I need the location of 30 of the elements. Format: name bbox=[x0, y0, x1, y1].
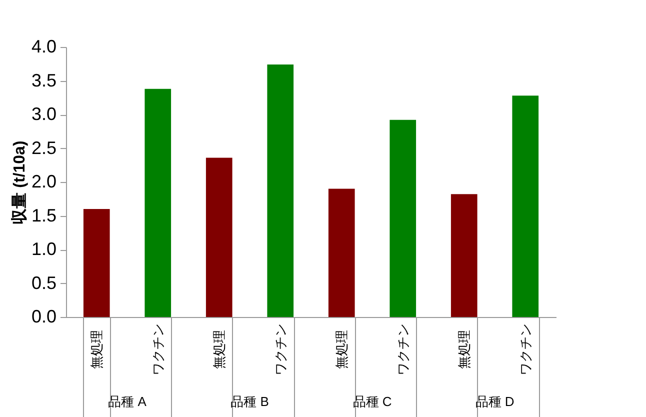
text: 品種 D bbox=[475, 394, 514, 409]
y-tick-label: 1.5 bbox=[31, 205, 56, 226]
bar bbox=[206, 158, 232, 317]
x-tick-label: 無処理 bbox=[456, 330, 472, 369]
x-tick-label: ワクチン bbox=[272, 324, 288, 376]
y-tick-label: 1.0 bbox=[31, 239, 56, 259]
y-tick-label: 2.5 bbox=[31, 138, 56, 158]
x-tick-label: 無処理 bbox=[334, 330, 350, 369]
bar bbox=[144, 88, 172, 317]
y-tick-label: 2.0 bbox=[31, 172, 56, 192]
x-tick-label: 無処理 bbox=[89, 330, 104, 369]
x-tick-label: ワクチン bbox=[518, 324, 533, 376]
bar bbox=[512, 96, 539, 317]
x-tick-label: ワクチン bbox=[150, 324, 166, 376]
y-tick-label: 0.5 bbox=[31, 272, 56, 293]
text: 品種 B bbox=[230, 394, 269, 409]
x-tick-label: 無処理 bbox=[212, 330, 227, 369]
y-tick-label: 3.0 bbox=[31, 104, 56, 124]
y-tick-label: 4.0 bbox=[31, 36, 56, 56]
bar bbox=[267, 64, 294, 317]
bar bbox=[390, 120, 416, 317]
y-axis-title: 収量 (t/10a) bbox=[10, 140, 28, 224]
text: 品種 C bbox=[352, 394, 392, 409]
y-tick-label: 3.5 bbox=[31, 70, 56, 90]
bar bbox=[450, 194, 478, 317]
x-tick-label: ワクチン bbox=[395, 324, 410, 376]
y-tick-label: 0.0 bbox=[31, 306, 56, 326]
bar bbox=[83, 209, 110, 317]
text: 品種 A bbox=[108, 394, 147, 409]
bar bbox=[328, 188, 355, 317]
